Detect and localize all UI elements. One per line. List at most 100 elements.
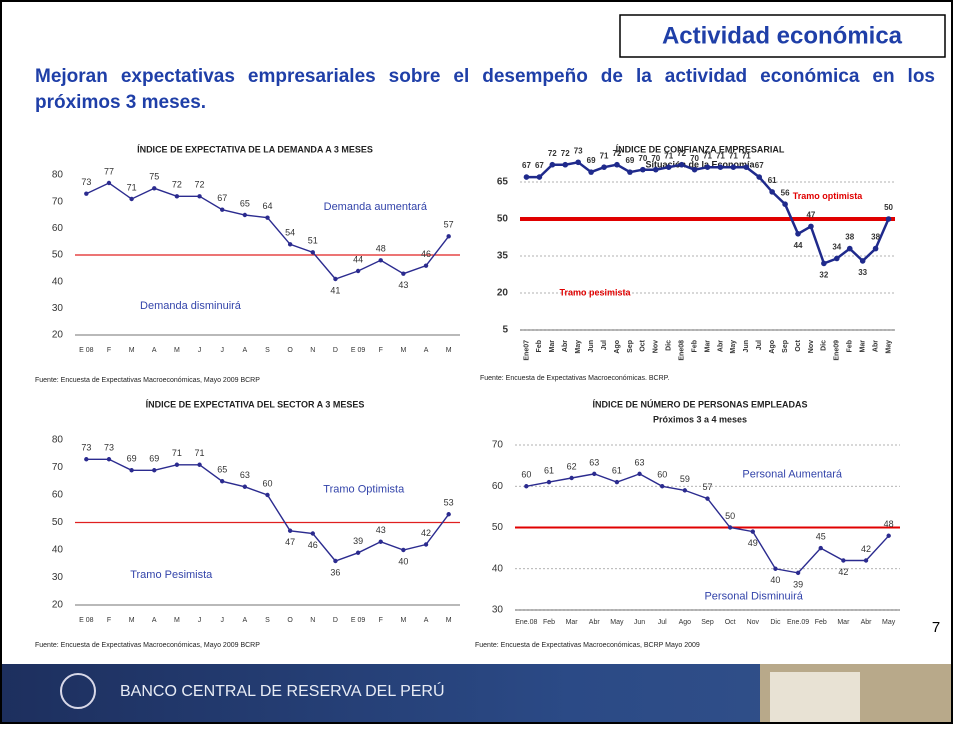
x-tick-label: Sep: [782, 340, 789, 353]
x-tick-label: Feb: [815, 619, 827, 626]
x-tick-label: Oct: [725, 619, 736, 626]
data-point: [627, 169, 633, 175]
data-point: [446, 234, 451, 239]
x-tick-label: A: [243, 617, 248, 624]
data-label: 60: [657, 470, 667, 480]
slide-subtitle: Mejoran expectativas empresariales sobre…: [35, 66, 935, 113]
y-tick-label: 60: [52, 223, 64, 234]
x-tick-label: A: [152, 347, 157, 354]
data-label: 38: [845, 233, 854, 242]
x-tick-label: Mar: [566, 619, 579, 626]
data-point: [220, 479, 225, 484]
data-label: 46: [308, 540, 318, 550]
annotation: Demanda aumentará: [324, 201, 428, 213]
data-label: 71: [600, 151, 609, 160]
data-label: 48: [376, 244, 386, 254]
data-label: 71: [703, 151, 712, 160]
x-tick-label: Dic: [666, 340, 673, 351]
data-point: [773, 566, 778, 571]
data-point: [821, 260, 827, 267]
y-tick-label: 70: [492, 440, 504, 451]
x-tick-label: F: [379, 347, 383, 354]
data-point: [524, 484, 529, 489]
x-tick-label: Mar: [704, 340, 711, 353]
data-point: [795, 231, 801, 237]
data-label: 65: [240, 198, 250, 208]
x-tick-label: Feb: [691, 340, 698, 352]
data-point: [691, 166, 698, 173]
x-tick-label: N: [310, 347, 315, 354]
x-tick-label: M: [174, 347, 180, 354]
data-label: 69: [149, 454, 159, 464]
data-label: 67: [217, 193, 227, 203]
x-tick-label: Ene08: [678, 340, 685, 361]
data-label: 63: [635, 457, 645, 467]
data-point: [355, 268, 361, 274]
x-tick-label: A: [424, 617, 429, 624]
bank-name: BANCO CENTRAL DE RESERVA DEL PERÚ: [120, 681, 445, 700]
data-point: [197, 194, 202, 199]
data-point: [601, 164, 607, 170]
data-label: 73: [81, 177, 91, 187]
y-tick-label: 20: [497, 288, 509, 299]
x-tick-label: Abr: [717, 340, 724, 352]
data-point: [841, 558, 846, 563]
data-label: 65: [217, 465, 227, 475]
data-point: [640, 166, 646, 173]
data-point: [705, 496, 710, 501]
data-point: [678, 161, 685, 168]
data-point: [769, 189, 775, 195]
x-tick-label: Jul: [601, 340, 608, 350]
data-point: [355, 550, 361, 555]
x-tick-label: May: [730, 340, 737, 354]
x-tick-label: Feb: [543, 619, 555, 626]
data-label: 41: [330, 285, 340, 295]
data-point: [665, 164, 672, 170]
x-tick-label: Mar: [549, 340, 556, 353]
chart-title: ÍNDICE DE EXPECTATIVA DE LA DEMANDA A 3 …: [137, 144, 373, 154]
y-tick-label: 40: [52, 276, 64, 287]
x-tick-label: M: [129, 617, 135, 624]
data-point: [423, 263, 429, 268]
data-label: 56: [781, 188, 790, 197]
data-point: [423, 542, 429, 547]
data-point: [174, 462, 180, 467]
y-tick-label: 50: [497, 214, 509, 225]
data-point: [846, 245, 853, 252]
chart-source: Fuente: Encuesta de Expectativas Macroec…: [35, 377, 260, 384]
x-tick-label: Sep: [701, 619, 714, 626]
data-point: [834, 255, 840, 262]
chart-source: Fuente: Encuesta de Expectativas Macroec…: [475, 642, 700, 649]
x-tick-label: Jun: [634, 619, 645, 626]
annotation: Personal Disminuirá: [704, 591, 803, 603]
data-point: [886, 533, 891, 538]
x-tick-label: F: [107, 347, 111, 354]
data-point: [310, 250, 315, 255]
data-point: [378, 258, 383, 263]
data-point: [592, 471, 597, 477]
data-point: [743, 164, 750, 170]
data-label: 71: [127, 182, 137, 192]
data-label: 34: [832, 243, 841, 252]
x-tick-label: O: [287, 617, 293, 624]
slide-title: Actividad económica: [662, 22, 903, 49]
data-point: [152, 468, 157, 473]
x-tick-label: E 09: [351, 617, 366, 624]
data-label: 42: [421, 528, 431, 538]
data-label: 48: [884, 519, 894, 529]
x-tick-label: Dic: [821, 340, 828, 351]
x-tick-label: Nov: [653, 340, 660, 353]
x-tick-label: M: [400, 617, 406, 624]
data-label: 63: [589, 457, 599, 467]
data-label: 75: [149, 172, 159, 182]
y-tick-label: 30: [52, 303, 64, 314]
data-label: 71: [742, 151, 751, 160]
data-label: 40: [770, 575, 780, 585]
data-point: [682, 488, 688, 493]
x-tick-label: Ene09: [834, 340, 841, 361]
data-point: [287, 528, 293, 533]
data-label: 73: [104, 443, 114, 453]
x-tick-label: Sep: [627, 340, 634, 353]
x-tick-label: Jun: [588, 340, 595, 352]
data-point: [546, 479, 552, 485]
